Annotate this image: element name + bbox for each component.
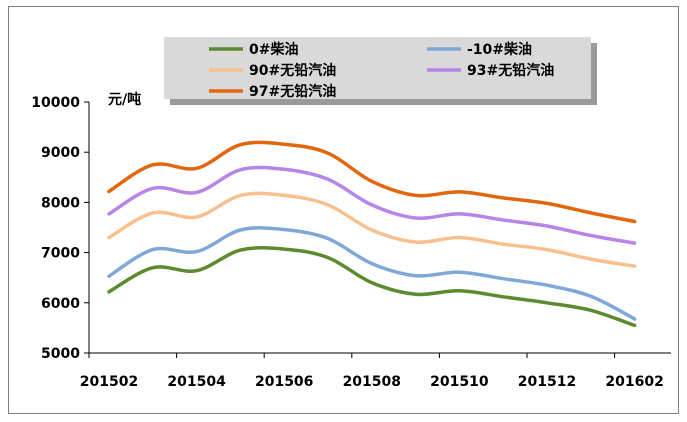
series-line-4 — [107, 140, 637, 224]
chart-frame: 5000 6000 7000 8000 9000 10000 201502 201504 201… — [8, 6, 679, 414]
legend-label: 0#柴油 — [249, 41, 298, 58]
y-tick-label: 9000 — [41, 145, 80, 161]
legend-label: 97#无铅汽油 — [249, 83, 336, 100]
x-tick-label: 201502 — [80, 374, 138, 390]
line-chart: 5000 6000 7000 8000 9000 10000 201502 201504 201… — [31, 37, 671, 390]
x-tick-label: 201506 — [255, 374, 313, 390]
x-tick-label: 201504 — [167, 374, 226, 390]
series-line-1 — [107, 226, 637, 321]
series-line-2 — [107, 191, 637, 268]
x-tick-label: 201512 — [518, 374, 576, 390]
y-tick-label: 5000 — [41, 346, 80, 362]
series-line-3 — [107, 165, 637, 245]
legend-label: 93#无铅汽油 — [467, 62, 554, 79]
legend: 0#柴油 -10#柴油 90#无铅汽油 93#无铅汽油 97#无铅汽油 — [164, 37, 597, 105]
y-axis-label: 元/吨 — [108, 91, 141, 108]
y-tick-label: 7000 — [41, 246, 80, 262]
y-tick-label: 10000 — [31, 95, 80, 111]
axes: 5000 6000 7000 8000 9000 10000 201502 201504 201… — [31, 95, 671, 390]
series-lines — [107, 140, 637, 328]
series-line-0 — [107, 246, 637, 328]
y-tick-label: 6000 — [41, 296, 80, 312]
x-tick-label: 201510 — [430, 374, 489, 390]
legend-label: -10#柴油 — [467, 41, 532, 58]
x-tick-label: 201508 — [343, 374, 401, 390]
y-tick-label: 8000 — [41, 195, 80, 211]
legend-label: 90#无铅汽油 — [249, 62, 336, 79]
x-tick-label: 201602 — [605, 374, 663, 390]
